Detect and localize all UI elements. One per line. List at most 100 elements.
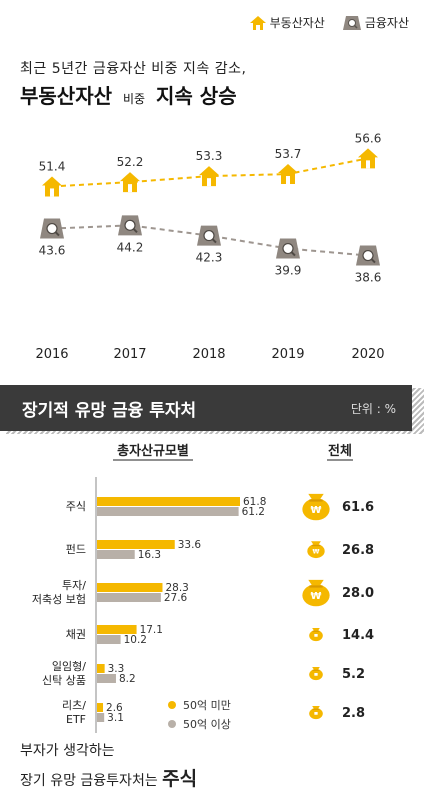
house-icon [42, 176, 62, 197]
data-label: 53.7 [275, 147, 302, 161]
legend-item-real-estate: 부동산자산 [249, 14, 325, 31]
bar-value-label: 16.3 [138, 549, 161, 561]
bar-value-label: 28.3 [165, 582, 188, 594]
bar-under-5b [97, 664, 105, 673]
money-bag-icon [309, 705, 323, 720]
bar-value-label: 33.6 [178, 539, 202, 551]
bar-under-5b [97, 540, 175, 549]
money-bag-icon: ₩ [307, 541, 325, 559]
data-label: 53.3 [196, 149, 223, 163]
legend-label-real-estate: 부동산자산 [269, 16, 325, 30]
footer-bold: 주식 [162, 768, 198, 790]
headline-bold-a: 부동산자산 [20, 84, 112, 108]
house-icon [199, 166, 219, 187]
data-label: 44.2 [117, 240, 144, 254]
house-icon [358, 148, 378, 169]
category-label: ETF [66, 713, 86, 726]
data-label: 52.2 [117, 155, 144, 169]
money-search-icon [197, 225, 221, 246]
money-search-icon [356, 245, 380, 266]
category-label: 투자/ [62, 579, 86, 592]
bar-over-5b [97, 550, 135, 559]
bar-value-label: 27.6 [164, 592, 188, 604]
line-chart: 51.4 52.2 53.3 53.7 56.6 43.6 44.2 42.3 39.9 38.6… [35, 131, 384, 362]
total-value: 2.8 [342, 706, 365, 721]
legend-label: 50억 미만 [183, 699, 231, 712]
bar-over-5b [97, 507, 239, 516]
legend-item-financial: 금융자산 [342, 14, 409, 31]
legend: 부동산자산 금융자산 [249, 14, 409, 31]
total-value: 61.6 [342, 500, 374, 515]
legend-dot [168, 701, 176, 709]
x-tick-label: 2018 [192, 347, 225, 362]
headline-bold-b: 지속 상승 [156, 84, 237, 108]
section-unit: 단위 : % [350, 401, 396, 416]
footer-line1: 부자가 생각하는 [20, 743, 115, 759]
won-symbol: ₩ [311, 505, 322, 516]
bar-under-5b [97, 625, 137, 634]
money-search-icon [342, 15, 361, 30]
data-label: 56.6 [355, 131, 382, 145]
money-bag-icon [309, 666, 323, 681]
category-label: 저축성 보험 [32, 593, 86, 606]
house-icon [249, 15, 266, 30]
data-label: 51.4 [39, 159, 66, 173]
money-bag-icon [309, 627, 323, 642]
section-header: 장기적 유망 금융 투자처 단위 : % [0, 385, 412, 431]
footer-line2: 장기 유망 금융투자처는 주식 [20, 764, 197, 791]
money-bag-icon: ₩ [302, 493, 330, 521]
headline-line1: 최근 5년간 금융자산 비중 지속 감소, [20, 61, 247, 77]
data-label: 38.6 [355, 271, 382, 285]
bar-value-label: 3.1 [107, 712, 124, 724]
category-label: 일임형/ [52, 659, 86, 673]
bar-value-label: 8.2 [119, 673, 136, 685]
bar-over-5b [97, 713, 105, 722]
money-bag-icon: ₩ [302, 579, 330, 607]
x-tick-label: 2017 [113, 347, 146, 362]
section-title: 장기적 유망 금융 투자처 [22, 400, 197, 421]
data-label: 39.9 [275, 264, 302, 278]
bar-value-label: 61.8 [243, 496, 266, 508]
bar-value-label: 2.6 [106, 702, 123, 714]
house-icon [120, 172, 140, 193]
bar-over-5b [97, 593, 161, 602]
won-symbol: ₩ [313, 548, 320, 555]
category-label: 신탁 상품 [42, 674, 86, 687]
category-label: 주식 [66, 500, 86, 513]
won-symbol: ₩ [311, 591, 322, 602]
legend-label: 50억 이상 [183, 718, 231, 731]
legend-label-financial: 금융자산 [364, 16, 409, 30]
category-label: 채권 [66, 628, 86, 641]
x-tick-label: 2016 [35, 347, 68, 362]
bar-over-5b [97, 674, 116, 683]
bar-under-5b [97, 703, 104, 712]
headline-line2: 부동산자산 비중 지속 상승 [20, 80, 237, 109]
headline-small: 비중 [122, 92, 146, 106]
bar-value-label: 17.1 [140, 624, 163, 636]
bar-under-5b [97, 583, 163, 592]
total-value: 28.0 [342, 586, 374, 601]
total-value: 26.8 [342, 543, 374, 558]
data-label: 43.6 [39, 244, 66, 258]
bar-value-label: 3.3 [108, 663, 125, 675]
money-search-icon [276, 238, 300, 259]
bar-value-label: 61.2 [242, 506, 265, 518]
data-label: 42.3 [196, 251, 223, 265]
house-icon [278, 164, 298, 185]
bar-over-5b [97, 635, 121, 644]
category-label: 리츠/ [62, 699, 86, 712]
total-value: 5.2 [342, 667, 365, 682]
total-header: 전체 [328, 443, 352, 459]
bar-value-label: 10.2 [124, 634, 147, 646]
x-tick-label: 2020 [351, 347, 384, 362]
money-search-icon [40, 218, 64, 239]
x-tick-label: 2019 [271, 347, 304, 362]
category-label: 펀드 [66, 543, 86, 556]
footer-prefix: 장기 유망 금융투자처는 [20, 773, 158, 789]
bar-chart-title: 총자산규모별 [117, 443, 189, 459]
legend-dot [168, 720, 176, 728]
bar-under-5b [97, 497, 240, 506]
money-search-icon [118, 215, 142, 236]
total-value: 14.4 [342, 628, 374, 643]
